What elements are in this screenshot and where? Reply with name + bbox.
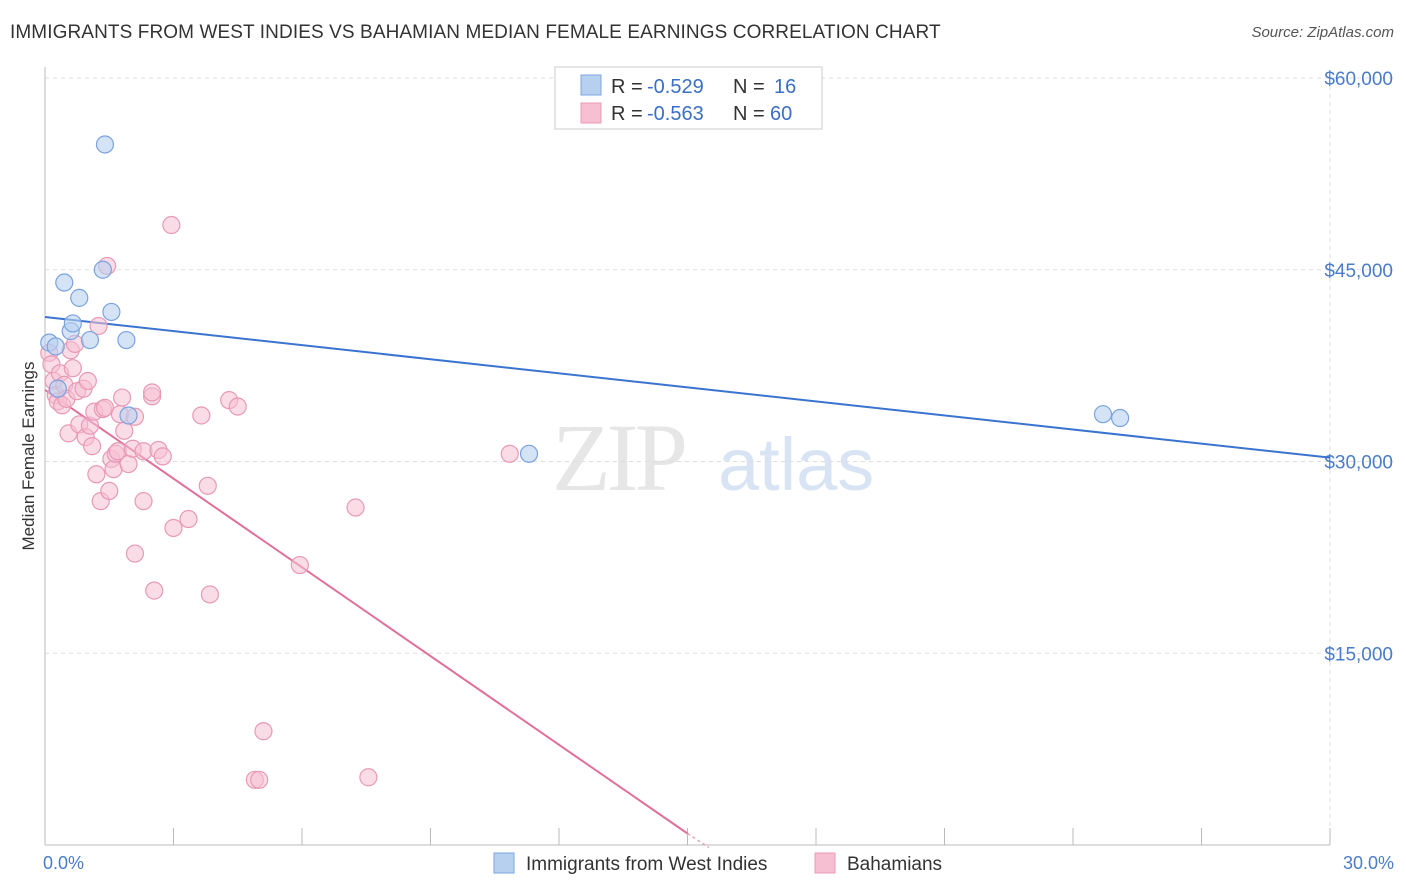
y-axis-label: Median Female Earnings [19, 362, 38, 551]
point-bahamians [89, 316, 108, 336]
y-tick-label: $15,000 [1324, 644, 1393, 665]
legend-swatch-pink [580, 102, 602, 124]
point-west-indies [55, 273, 74, 292]
point-bahamians [134, 492, 153, 511]
point-west-indies [48, 379, 67, 398]
point-west-indies [102, 302, 121, 322]
stats-legend: R = -0.529 N = 16 R = -0.563 N = 60 [554, 66, 823, 130]
legend-n-label-2: N = [733, 103, 765, 125]
trend-line-bahamians-extension [687, 832, 710, 849]
series-legend-swatch-blue [493, 852, 515, 874]
legend-r-value-1: -0.529 [647, 76, 704, 98]
point-west-indies [117, 330, 136, 350]
legend-r-label-2: R = [611, 103, 643, 125]
point-west-indies [80, 330, 100, 350]
series-legend-label-1: Immigrants from West Indies [526, 854, 767, 875]
point-bahamians [228, 397, 247, 416]
point-bahamians [125, 544, 145, 563]
point-bahamians [63, 359, 82, 378]
trend-line-west-indies [44, 316, 1331, 459]
point-west-indies [63, 314, 82, 333]
point-bahamians [359, 768, 378, 787]
point-bahamians [100, 481, 119, 501]
series-legend-swatch-pink [814, 852, 836, 874]
legend-swatch-blue [580, 74, 602, 96]
series-legend-label-2: Bahamians [847, 854, 942, 875]
point-bahamians [162, 215, 181, 235]
point-west-indies [93, 260, 112, 279]
y-tick-label: $60,000 [1324, 69, 1393, 90]
trend-lines [44, 316, 1331, 849]
point-bahamians [254, 722, 273, 741]
point-bahamians [95, 398, 115, 417]
point-bahamians [142, 383, 162, 402]
point-bahamians [87, 465, 106, 484]
y-tick-label: $45,000 [1324, 261, 1393, 282]
point-bahamians [134, 442, 153, 461]
point-bahamians [250, 770, 269, 789]
y-tick-label: $30,000 [1324, 453, 1393, 474]
point-west-indies [519, 444, 539, 463]
point-bahamians [500, 444, 519, 463]
point-west-indies [1093, 405, 1113, 424]
point-bahamians [83, 437, 102, 456]
point-west-indies [1111, 408, 1130, 428]
tick-labels: $15,000 $30,000 $45,000 $60,000 0.0% 30.0% [43, 69, 1394, 873]
point-bahamians [198, 476, 217, 495]
point-west-indies [70, 288, 89, 307]
point-west-indies [46, 337, 65, 356]
series-legend: Immigrants from West Indies Bahamians [493, 852, 942, 875]
legend-n-value-1: 16 [774, 76, 796, 98]
trend-line-bahamians [44, 389, 689, 835]
point-bahamians [145, 581, 164, 600]
point-west-indies [95, 135, 115, 154]
point-bahamians [346, 498, 365, 517]
point-bahamians [112, 388, 132, 407]
point-bahamians [179, 509, 198, 529]
x-tick-label-max: 30.0% [1343, 853, 1394, 873]
point-bahamians [115, 421, 134, 440]
point-bahamians [78, 371, 97, 391]
legend-n-label-1: N = [733, 76, 765, 98]
data-points [40, 135, 1130, 789]
zipatlas-watermark: ZIP atlas [552, 404, 874, 511]
legend-r-label-1: R = [611, 76, 643, 98]
point-bahamians [153, 447, 172, 466]
point-bahamians [164, 518, 183, 538]
x-tick-label-min: 0.0% [43, 853, 84, 873]
point-bahamians [192, 406, 211, 425]
point-bahamians [290, 555, 309, 575]
legend-n-value-2: 60 [770, 103, 792, 125]
point-west-indies [119, 406, 138, 425]
chart-source: Source: ZipAtlas.com [1251, 24, 1394, 41]
svg-text:atlas: atlas [718, 423, 874, 506]
point-bahamians [119, 454, 138, 474]
svg-text:ZIP: ZIP [552, 404, 685, 511]
chart-title: IMMIGRANTS FROM WEST INDIES VS BAHAMIAN … [10, 22, 941, 43]
point-bahamians [200, 585, 220, 604]
legend-r-value-2: -0.563 [647, 103, 704, 125]
axes [44, 67, 1331, 846]
